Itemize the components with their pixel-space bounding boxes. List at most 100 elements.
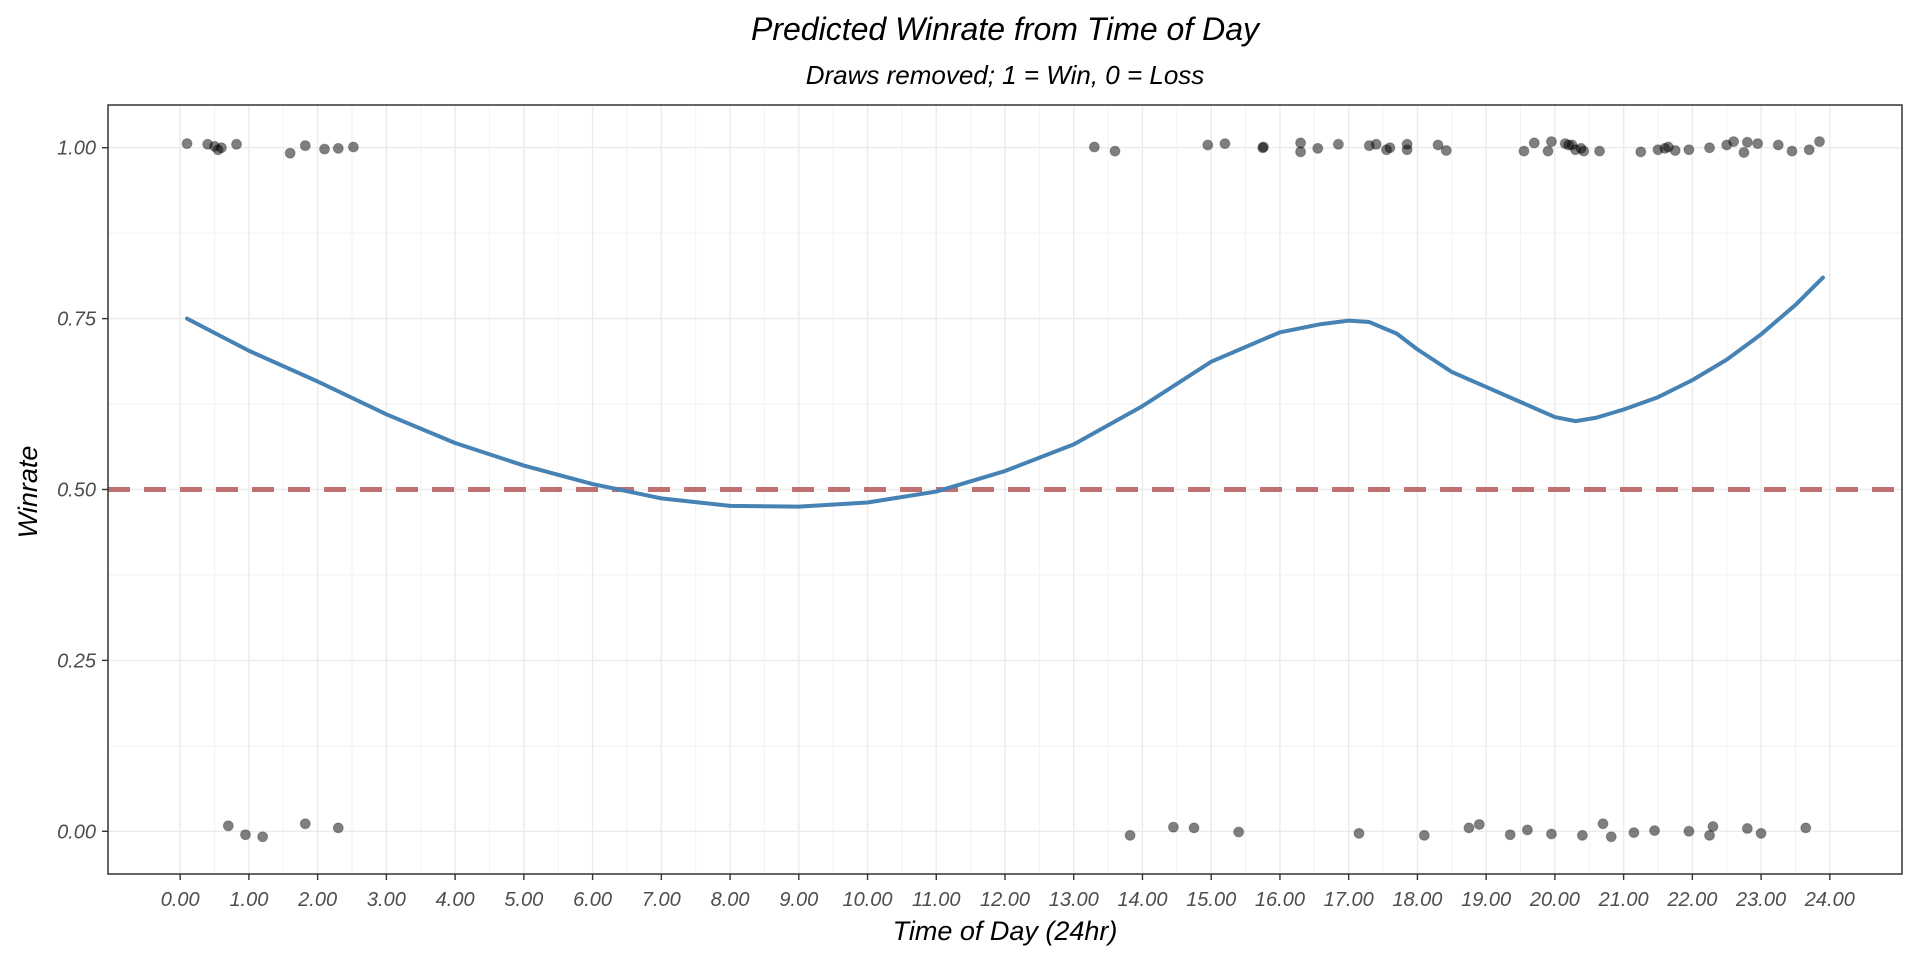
data-point bbox=[1772, 139, 1784, 151]
data-point bbox=[1188, 822, 1200, 834]
data-point bbox=[1504, 829, 1516, 841]
y-tick-label: 1.00 bbox=[57, 138, 96, 160]
data-point bbox=[1597, 818, 1609, 830]
fit-curve bbox=[185, 275, 1825, 509]
data-point bbox=[1124, 829, 1136, 841]
x-tick-label: 16.00 bbox=[1255, 889, 1305, 911]
data-point bbox=[1803, 144, 1815, 156]
chart-subtitle: Draws removed; 1 = Win, 0 = Loss bbox=[806, 60, 1205, 90]
x-tick-label: 7.00 bbox=[642, 889, 681, 911]
x-tick-label: 19.00 bbox=[1461, 889, 1511, 911]
data-point bbox=[1594, 145, 1606, 157]
x-tick-label: 20.00 bbox=[1529, 889, 1580, 911]
y-tick-label: 0.50 bbox=[57, 480, 96, 502]
x-tick-label: 9.00 bbox=[779, 889, 818, 911]
data-point bbox=[1728, 136, 1740, 148]
data-point bbox=[1521, 824, 1533, 836]
data-point bbox=[1167, 821, 1179, 833]
data-point bbox=[239, 829, 251, 841]
x-tick-label: 21.00 bbox=[1598, 889, 1649, 911]
data-point bbox=[1202, 139, 1214, 151]
x-tick-label: 8.00 bbox=[711, 889, 750, 911]
x-tick-label: 18.00 bbox=[1392, 889, 1442, 911]
data-point bbox=[1755, 827, 1767, 839]
x-tick-label: 5.00 bbox=[504, 889, 543, 911]
data-point bbox=[222, 820, 234, 832]
data-point bbox=[1545, 136, 1557, 148]
x-tick-label: 0.00 bbox=[161, 889, 200, 911]
data-point bbox=[1545, 828, 1557, 840]
y-tick-label: 0.75 bbox=[57, 309, 97, 331]
x-tick-label: 11.00 bbox=[912, 889, 961, 911]
data-point bbox=[1704, 829, 1716, 841]
chart-title: Predicted Winrate from Time of Day bbox=[751, 11, 1261, 47]
data-point bbox=[1384, 142, 1396, 154]
data-point bbox=[1370, 138, 1382, 150]
y-tick-label: 0.00 bbox=[57, 821, 96, 843]
x-axis-title: Time of Day (24hr) bbox=[893, 916, 1118, 946]
data-point bbox=[1542, 145, 1554, 157]
x-tick-label: 23.00 bbox=[1735, 889, 1786, 911]
data-point bbox=[332, 142, 344, 154]
x-tick-label: 13.00 bbox=[1049, 889, 1099, 911]
data-point bbox=[1741, 136, 1753, 148]
data-point bbox=[1707, 820, 1719, 832]
data-point bbox=[1473, 818, 1485, 830]
data-point bbox=[1628, 827, 1640, 839]
data-point bbox=[1738, 147, 1750, 159]
x-axis-ticks: 0.00 1.00 2.00 3.00 4.00 5.00 6.00 7.00 8.00 9.00… bbox=[161, 874, 1855, 911]
data-point bbox=[1219, 138, 1231, 150]
y-axis-title: Winrate bbox=[13, 446, 43, 539]
data-point bbox=[1418, 829, 1430, 841]
x-tick-label: 6.00 bbox=[573, 889, 612, 911]
data-point bbox=[1088, 141, 1100, 153]
data-point bbox=[1518, 145, 1530, 157]
data-point bbox=[1295, 146, 1307, 158]
data-point bbox=[1440, 144, 1452, 156]
data-point bbox=[1528, 137, 1540, 149]
data-point bbox=[1312, 142, 1324, 154]
data-point bbox=[1432, 139, 1444, 151]
x-tick-label: 15.00 bbox=[1186, 889, 1236, 911]
data-point bbox=[257, 831, 269, 843]
data-point bbox=[1463, 822, 1475, 834]
data-point bbox=[1669, 144, 1681, 156]
x-tick-label: 17.00 bbox=[1324, 889, 1374, 911]
data-point bbox=[1353, 827, 1365, 839]
data-point bbox=[1635, 146, 1647, 158]
data-point bbox=[231, 138, 243, 150]
data-point bbox=[1109, 145, 1121, 157]
data-point bbox=[1605, 831, 1617, 843]
data-point bbox=[181, 138, 193, 150]
data-point bbox=[299, 140, 311, 152]
y-tick-label: 0.25 bbox=[57, 650, 97, 672]
data-point bbox=[215, 142, 227, 154]
data-point bbox=[299, 818, 311, 830]
x-tick-label: 24.00 bbox=[1804, 889, 1855, 911]
data-point bbox=[1401, 138, 1413, 150]
x-tick-label: 22.00 bbox=[1666, 889, 1717, 911]
y-axis-ticks: 0.00 0.25 0.50 0.75 1.00 bbox=[57, 138, 108, 843]
data-point bbox=[284, 147, 296, 159]
data-point bbox=[319, 143, 331, 155]
data-point bbox=[1649, 825, 1661, 837]
data-point bbox=[1704, 142, 1716, 154]
data-point bbox=[1741, 823, 1753, 835]
data-point bbox=[347, 141, 359, 153]
x-tick-label: 12.00 bbox=[980, 889, 1030, 911]
data-point bbox=[1578, 145, 1590, 157]
data-point bbox=[1332, 138, 1344, 150]
data-point bbox=[1786, 145, 1798, 157]
x-tick-label: 3.00 bbox=[367, 889, 406, 911]
data-point bbox=[1683, 825, 1695, 837]
data-point bbox=[1800, 822, 1812, 834]
data-point bbox=[1257, 141, 1269, 153]
data-point bbox=[1814, 136, 1826, 148]
x-tick-label: 4.00 bbox=[436, 889, 475, 911]
x-tick-label: 1.00 bbox=[229, 889, 268, 911]
x-tick-label: 10.00 bbox=[842, 889, 892, 911]
data-point bbox=[332, 822, 344, 834]
x-tick-label: 14.00 bbox=[1117, 889, 1167, 911]
fit-curve-layer bbox=[185, 275, 1825, 509]
